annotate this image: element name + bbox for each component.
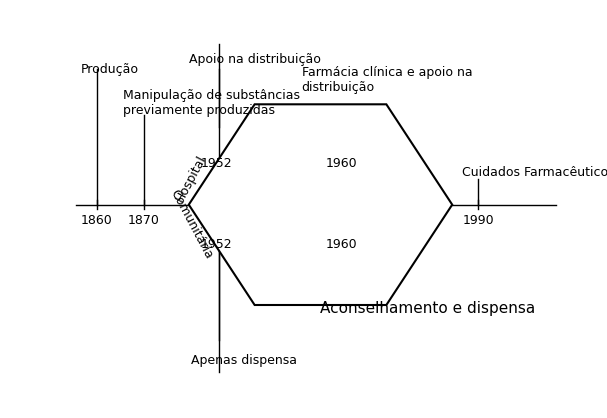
Text: Manipulação de substâncias
previamente produzidas: Manipulação de substâncias previamente p… [123,89,300,117]
Text: Apoio na distribuição: Apoio na distribuição [189,54,320,66]
Text: Produção: Produção [81,63,138,76]
Text: Hospital: Hospital [174,153,209,204]
Text: 1952: 1952 [200,238,232,251]
Text: Cuidados Farmacêuticos: Cuidados Farmacêuticos [462,166,607,179]
Text: 1960: 1960 [325,238,357,251]
Text: Comunitária: Comunitária [168,187,215,261]
Polygon shape [189,104,452,305]
Text: Farmácia clínica e apoio na
distribuição: Farmácia clínica e apoio na distribuição [302,66,472,94]
Text: 1990: 1990 [463,214,494,227]
Text: 1952: 1952 [200,157,232,170]
Text: 1860: 1860 [81,214,113,227]
Text: 1960: 1960 [325,157,357,170]
Text: 1870: 1870 [128,214,160,227]
Text: Aconselhamento e dispensa: Aconselhamento e dispensa [320,301,536,316]
Text: Apenas dispensa: Apenas dispensa [191,354,297,367]
